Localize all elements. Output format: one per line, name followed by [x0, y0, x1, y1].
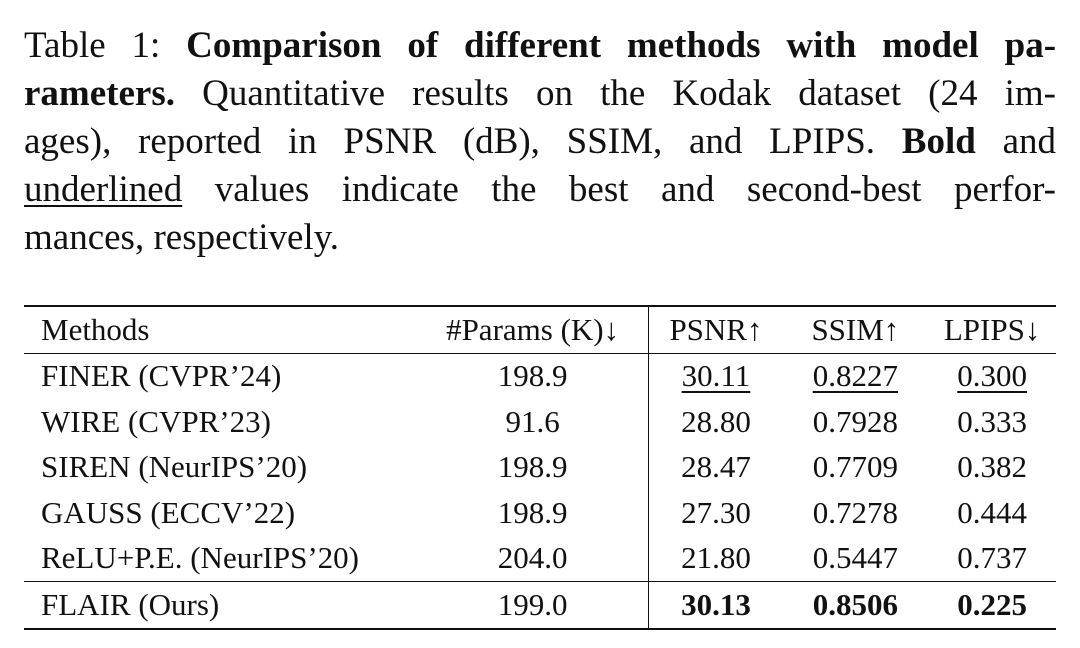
table-caption: Table 1: Comparison of different methods…: [24, 22, 1056, 262]
method-cell: ReLU+P.E. (NeurIPS’20): [41, 540, 359, 576]
best-value: 0.8506: [812, 586, 898, 622]
method-cell: FINER (CVPR’24): [41, 358, 282, 394]
lpips-cell: 0.444: [957, 494, 1027, 530]
second-best-value: 0.8227: [812, 358, 898, 394]
psnr-cell: 30.13: [649, 582, 783, 629]
header-params: #Params (K)↓: [416, 306, 650, 353]
caption-text: ages), reported in PSNR (dB), SSIM, and …: [24, 121, 876, 162]
caption-title: Comparison of different methods with mod…: [186, 25, 1057, 66]
lpips-cell: 0.225: [928, 582, 1056, 629]
lpips-cell: 0.333: [957, 403, 1027, 439]
method-cell: WIRE (CVPR’23): [41, 403, 271, 439]
ssim-cell: 0.8227: [783, 353, 929, 399]
ssim-cell: 0.7928: [812, 403, 898, 439]
psnr-cell: 30.11: [649, 353, 783, 399]
table-row: WIRE (CVPR’23) 91.6 28.80 0.7928 0.333: [24, 399, 1056, 445]
table-body: FINER (CVPR’24) 198.9 30.11 0.8227 0.300…: [24, 353, 1056, 629]
caption-bold-word: Bold: [901, 121, 976, 162]
lpips-cell: 0.737: [957, 540, 1027, 576]
caption-underlined-word: underlined: [24, 169, 183, 210]
method-cell: FLAIR (Ours): [41, 586, 220, 622]
caption-line-5: mances, respectively.: [24, 214, 1056, 262]
caption-text: values indicate the best and second-best…: [214, 169, 1056, 210]
caption-text: mances, respectively.: [24, 217, 340, 258]
header-psnr: PSNR↑: [669, 311, 763, 347]
ssim-cell: 0.5447: [812, 540, 898, 576]
header-ssim: SSIM↑: [811, 311, 900, 347]
psnr-cell: 28.80: [681, 403, 751, 439]
caption-text: and: [1002, 121, 1056, 162]
ssim-cell: 0.7278: [812, 494, 898, 530]
ssim-cell: 0.8506: [783, 582, 929, 629]
second-best-value: 30.11: [681, 358, 751, 394]
caption-line-4: underlined values indicate the best and …: [24, 166, 1056, 214]
params-cell: 198.9: [416, 490, 650, 536]
lpips-cell: 0.300: [928, 353, 1056, 399]
caption-line-2: rameters. Quantitative results on the Ko…: [24, 70, 1056, 118]
params-cell: 204.0: [416, 535, 650, 582]
lpips-cell: 0.382: [957, 449, 1027, 485]
ssim-cell: 0.7709: [812, 449, 898, 485]
header-lpips: LPIPS↓: [943, 311, 1041, 347]
params-cell: 198.9: [416, 353, 650, 399]
table-header: Methods #Params (K)↓ PSNR↑ SSIM↑ LPIPS↓: [24, 306, 1056, 353]
best-value: 0.225: [957, 586, 1027, 622]
caption-title-end: rameters.: [24, 73, 175, 114]
results-table: Methods #Params (K)↓ PSNR↑ SSIM↑ LPIPS↓ …: [24, 305, 1056, 630]
header-methods: Methods: [41, 311, 150, 347]
params-cell: 198.9: [416, 444, 650, 490]
psnr-cell: 28.47: [681, 449, 751, 485]
table-row: SIREN (NeurIPS’20) 198.9 28.47 0.7709 0.…: [24, 444, 1056, 490]
psnr-cell: 27.30: [681, 494, 751, 530]
second-best-value: 0.300: [957, 358, 1027, 394]
method-cell: GAUSS (ECCV’22): [41, 494, 296, 530]
table-row: FINER (CVPR’24) 198.9 30.11 0.8227 0.300: [24, 353, 1056, 399]
table-row: GAUSS (ECCV’22) 198.9 27.30 0.7278 0.444: [24, 490, 1056, 536]
caption-label: Table 1:: [24, 25, 161, 66]
best-value: 30.13: [681, 586, 751, 622]
table-row: ReLU+P.E. (NeurIPS’20) 204.0 21.80 0.544…: [24, 535, 1056, 582]
caption-text: Quantitative results on the Kodak datase…: [202, 73, 1056, 114]
caption-line-3: ages), reported in PSNR (dB), SSIM, and …: [24, 118, 1056, 166]
psnr-cell: 21.80: [681, 540, 751, 576]
params-cell: 199.0: [416, 581, 650, 629]
table-row-ours: FLAIR (Ours) 199.0 30.13 0.8506 0.225: [24, 581, 1056, 629]
params-cell: 91.6: [416, 399, 650, 445]
caption-line-1: Table 1: Comparison of different methods…: [24, 22, 1056, 70]
method-cell: SIREN (NeurIPS’20): [41, 449, 308, 485]
header-row: Methods #Params (K)↓ PSNR↑ SSIM↑ LPIPS↓: [24, 306, 1056, 353]
